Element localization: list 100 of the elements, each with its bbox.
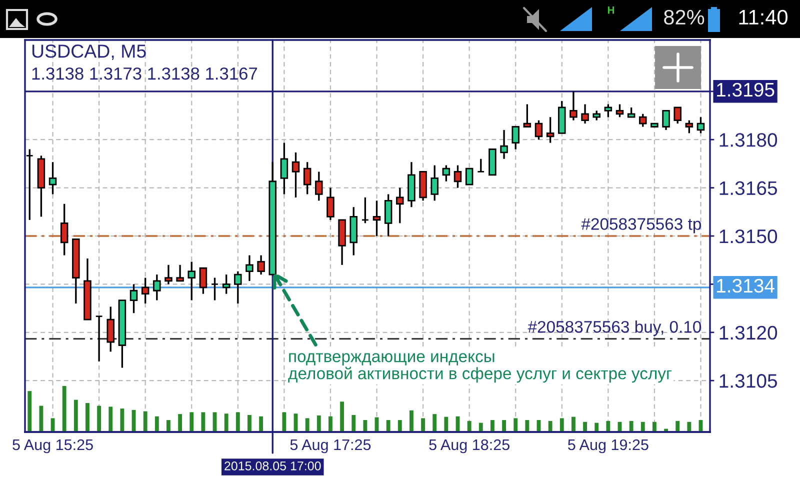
bar — [352, 414, 356, 432]
candlestick — [546, 116, 554, 144]
candlestick — [442, 164, 450, 182]
bar — [190, 412, 194, 432]
bar — [224, 414, 228, 432]
bar — [514, 418, 518, 432]
candlestick — [477, 158, 485, 173]
x-tick-label: 5 Aug 19:25 — [568, 439, 648, 454]
bar — [74, 400, 78, 432]
candlestick — [60, 203, 68, 256]
candlestick — [280, 142, 288, 196]
bar — [236, 412, 240, 432]
candlestick — [164, 264, 172, 286]
candlestick — [210, 276, 219, 302]
bar — [432, 414, 437, 432]
y-tick-label: 1.3180 — [720, 133, 778, 147]
candlestick — [48, 161, 57, 196]
candlestick — [303, 161, 312, 196]
candlestick — [326, 186, 334, 221]
bar — [154, 416, 159, 432]
candlestick — [106, 306, 114, 353]
bar — [86, 403, 90, 432]
ref-line-label: #2058375563 buy, 0.10 — [528, 320, 702, 336]
bar — [421, 418, 426, 432]
bar — [490, 420, 494, 432]
bar — [340, 402, 344, 432]
bar — [282, 412, 286, 432]
bar — [166, 420, 170, 432]
bar — [143, 411, 148, 432]
candlestick — [222, 274, 230, 295]
candlestick — [176, 264, 184, 282]
candlestick — [26, 148, 34, 221]
bar — [201, 412, 206, 432]
text: 82% — [664, 10, 704, 25]
x-tick-label: 5 Aug 15:25 — [12, 439, 93, 454]
ref-line-label: 1.3134 — [717, 278, 774, 293]
text: 11:40 — [739, 10, 788, 25]
candlestick — [592, 110, 600, 122]
bar — [560, 418, 564, 432]
bar — [248, 414, 252, 432]
bar — [28, 391, 32, 432]
bar — [525, 420, 530, 432]
bar — [178, 414, 182, 432]
candlestick — [396, 186, 404, 224]
candlestick — [662, 110, 670, 131]
y-tick-label: 1.3105 — [720, 374, 777, 388]
candlestick — [465, 168, 474, 186]
candlestick — [188, 260, 196, 302]
candlestick — [430, 164, 438, 202]
y-tick-label: 1.3165 — [720, 181, 777, 196]
bar — [316, 415, 321, 432]
bar — [583, 422, 587, 432]
bar — [606, 420, 610, 432]
candlestick — [627, 106, 636, 118]
candlestick — [292, 152, 300, 198]
bar — [467, 420, 472, 432]
candlestick — [130, 283, 138, 314]
bar — [676, 420, 680, 432]
bar — [386, 420, 390, 432]
x-tick-label: 5 Aug 17:25 — [290, 439, 371, 454]
candlestick — [384, 193, 392, 237]
ref-line-label: 2015.08.05 17:00 — [224, 461, 321, 470]
y-tick-label: 1.3120 — [720, 326, 778, 340]
bar — [502, 420, 506, 432]
chart-title: USDCAD, M5 — [32, 44, 146, 60]
candlestick — [639, 113, 647, 128]
candlestick — [199, 267, 208, 295]
bar — [640, 422, 645, 432]
candlestick — [315, 170, 323, 202]
candlestick — [361, 196, 370, 224]
candlestick — [141, 276, 150, 304]
y-tick-label: 1.3150 — [720, 229, 778, 244]
x-tick-label: 5 Aug 18:25 — [429, 439, 510, 454]
candlestick — [512, 126, 520, 150]
bar — [629, 420, 634, 432]
bar — [108, 406, 113, 432]
bar — [328, 416, 332, 432]
bar — [259, 416, 264, 432]
ref-line-label: #2058375563 tp — [581, 218, 701, 234]
bar — [652, 422, 656, 432]
bar — [39, 406, 44, 432]
candlestick — [685, 119, 694, 134]
candlestick — [454, 164, 462, 189]
candlestick — [95, 315, 103, 362]
bar — [305, 418, 310, 432]
text: 1.3138 1.3173 1.3138 1.3167 — [32, 67, 257, 80]
bar — [571, 416, 576, 432]
bar — [120, 408, 124, 432]
bar — [398, 420, 402, 432]
bar — [62, 386, 66, 432]
bar — [687, 422, 692, 432]
candlestick — [534, 119, 543, 140]
ref-line-label: 1.3195 — [717, 82, 774, 97]
candlestick — [500, 129, 508, 160]
candlestick — [696, 116, 705, 134]
candlestick — [257, 254, 265, 276]
candlestick — [372, 200, 381, 237]
candlestick — [674, 106, 682, 124]
candlestick — [523, 103, 532, 128]
candlestick — [616, 103, 624, 118]
